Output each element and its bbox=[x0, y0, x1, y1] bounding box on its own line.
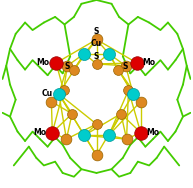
Point bbox=[124, 64, 127, 67]
Point bbox=[119, 112, 123, 115]
Text: Mo: Mo bbox=[36, 58, 49, 67]
Text: S: S bbox=[94, 27, 99, 36]
Point bbox=[62, 89, 65, 92]
Text: Cu: Cu bbox=[91, 39, 102, 48]
Point bbox=[127, 89, 130, 92]
Point bbox=[83, 134, 86, 137]
Point bbox=[125, 138, 128, 141]
Point bbox=[139, 100, 142, 103]
Text: Mo: Mo bbox=[34, 128, 47, 137]
Point bbox=[51, 131, 54, 134]
Point bbox=[55, 61, 58, 64]
Point bbox=[65, 138, 68, 141]
Point bbox=[57, 92, 60, 96]
Text: S: S bbox=[123, 62, 128, 71]
Point bbox=[135, 61, 138, 64]
Point bbox=[117, 68, 120, 71]
Point bbox=[107, 52, 110, 55]
Point bbox=[66, 64, 69, 67]
Point bbox=[70, 112, 74, 115]
Point bbox=[95, 123, 98, 126]
Point bbox=[107, 134, 110, 137]
Text: S: S bbox=[64, 62, 69, 71]
Point bbox=[50, 100, 53, 103]
Point bbox=[132, 92, 135, 96]
Point bbox=[95, 62, 98, 65]
Point bbox=[95, 154, 98, 157]
Text: Mo: Mo bbox=[143, 58, 156, 67]
Point bbox=[95, 38, 98, 41]
Text: Cu: Cu bbox=[42, 89, 53, 99]
Point bbox=[83, 52, 86, 55]
Text: Mo: Mo bbox=[146, 128, 159, 137]
Text: S: S bbox=[94, 52, 99, 61]
Point bbox=[72, 68, 75, 71]
Point bbox=[139, 131, 142, 134]
